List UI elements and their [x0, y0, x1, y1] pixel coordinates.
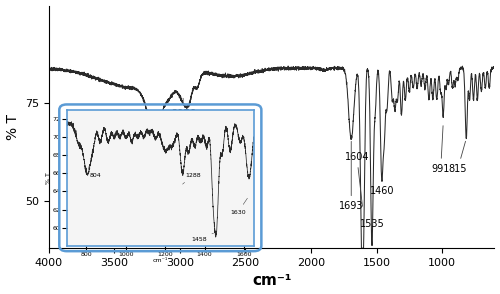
- Text: 1460: 1460: [370, 178, 394, 196]
- Text: 815: 815: [448, 141, 467, 174]
- Text: 1693: 1693: [339, 141, 363, 211]
- Text: 1604: 1604: [344, 152, 369, 206]
- Text: 2976: 2976: [171, 98, 196, 119]
- Text: 1535: 1535: [360, 219, 384, 229]
- Text: 991: 991: [432, 126, 450, 174]
- X-axis label: cm⁻¹: cm⁻¹: [252, 273, 292, 288]
- Y-axis label: % T: % T: [6, 114, 20, 140]
- Text: 3190: 3190: [143, 116, 168, 139]
